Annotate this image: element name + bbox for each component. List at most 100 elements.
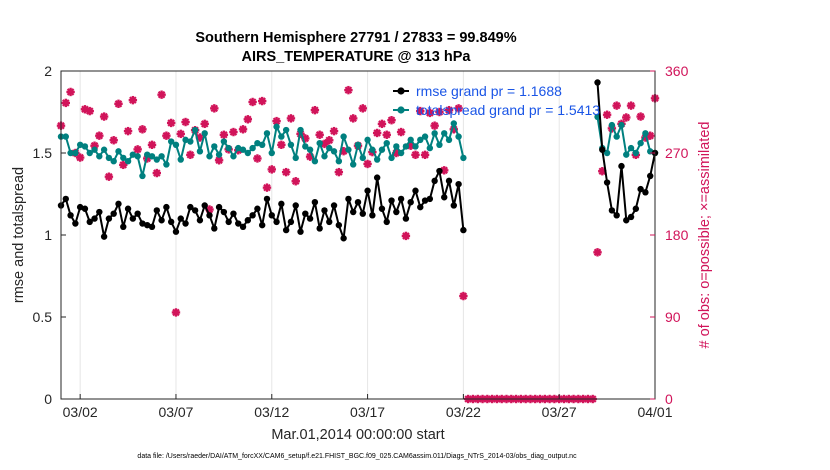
obs-point bbox=[459, 291, 468, 301]
x-tick-label: 03/07 bbox=[158, 404, 193, 420]
totalspread-point bbox=[350, 161, 357, 168]
obs-point bbox=[281, 167, 291, 177]
rmse-point bbox=[354, 199, 362, 206]
rmse-point bbox=[268, 212, 275, 219]
totalspread-point bbox=[378, 146, 386, 153]
rmse-point bbox=[632, 205, 640, 212]
totalspread-point bbox=[311, 158, 319, 165]
totalspread-point bbox=[220, 138, 228, 145]
totalspread-point bbox=[421, 133, 429, 140]
rmse-point bbox=[254, 205, 261, 212]
obs-point bbox=[262, 183, 272, 192]
obs-point bbox=[61, 98, 70, 108]
totalspread-point bbox=[115, 148, 122, 155]
totalspread-point bbox=[177, 156, 184, 163]
totalspread-point bbox=[642, 130, 649, 137]
rmse-point bbox=[321, 207, 328, 214]
rmse-point bbox=[350, 208, 357, 216]
rmse-point bbox=[369, 212, 376, 219]
totalspread-point bbox=[139, 172, 146, 180]
obs-point bbox=[200, 119, 209, 129]
totalspread-point bbox=[373, 156, 381, 163]
totalspread-point bbox=[258, 141, 266, 148]
rmse-point bbox=[91, 215, 98, 222]
totalspread-point bbox=[268, 149, 275, 157]
y-axis-label: rmse and totalspread bbox=[11, 167, 27, 303]
obs-point bbox=[181, 117, 190, 127]
rmse-point bbox=[460, 226, 467, 234]
rmse-point bbox=[230, 210, 237, 217]
totalspread-point bbox=[335, 158, 343, 165]
totalspread-point bbox=[244, 149, 252, 157]
rmse-point bbox=[417, 203, 424, 211]
rmse-point bbox=[373, 174, 381, 181]
rmse-point bbox=[623, 217, 630, 224]
rmse-point bbox=[359, 210, 366, 217]
totalspread-point bbox=[273, 123, 280, 130]
totalspread-point bbox=[450, 120, 458, 127]
rmse-point bbox=[388, 197, 395, 204]
totalspread-point bbox=[187, 138, 194, 145]
rmse-point bbox=[182, 220, 189, 227]
obs-point bbox=[99, 112, 109, 121]
rmse-point bbox=[239, 223, 247, 230]
rmse-point bbox=[72, 220, 79, 227]
totalspread-point bbox=[100, 146, 108, 153]
totalspread-point bbox=[326, 144, 333, 152]
rmse-point bbox=[235, 220, 242, 227]
obs-point bbox=[229, 127, 238, 137]
x-tick-label: 03/22 bbox=[446, 404, 481, 420]
rmse-point bbox=[105, 215, 113, 222]
legend-rmse-label: rmse grand pr = 1.1688 bbox=[416, 83, 562, 99]
totalspread-point bbox=[158, 153, 165, 160]
totalspread-point bbox=[632, 149, 640, 157]
y2-tick-label: 0 bbox=[665, 391, 673, 407]
totalspread-point bbox=[383, 139, 390, 147]
rmse-point bbox=[148, 223, 156, 230]
totalspread-point bbox=[72, 149, 79, 157]
rmse-point bbox=[177, 215, 184, 222]
obs-point bbox=[387, 116, 396, 125]
obs-point bbox=[602, 110, 612, 119]
totalspread-point bbox=[306, 146, 314, 153]
totalspread-point bbox=[608, 121, 616, 129]
obs-point bbox=[425, 108, 435, 118]
rmse-point bbox=[81, 205, 89, 212]
totalspread-point bbox=[81, 143, 89, 150]
obs-point bbox=[147, 140, 157, 149]
totalspread-point bbox=[359, 154, 366, 162]
rmse-point bbox=[211, 225, 218, 232]
chart-title: Southern Hemisphere 27791 / 27833 = 99.8… bbox=[195, 30, 516, 46]
totalspread-point bbox=[215, 151, 223, 158]
rmse-point bbox=[249, 212, 256, 219]
y2-tick-label: 180 bbox=[665, 227, 689, 243]
rmse-point bbox=[402, 215, 410, 222]
obs-point bbox=[310, 105, 320, 115]
chart-subtitle: AIRS_TEMPERATURE @ 313 hPa bbox=[241, 49, 471, 65]
obs-point bbox=[420, 150, 430, 160]
totalspread-point bbox=[412, 143, 419, 150]
y-tick-label: 2 bbox=[44, 63, 52, 79]
totalspread-point bbox=[62, 133, 69, 140]
obs-point bbox=[114, 99, 123, 108]
obs-point bbox=[401, 231, 411, 241]
obs-point bbox=[238, 125, 248, 134]
rmse-point bbox=[642, 189, 649, 196]
obs-point bbox=[622, 113, 631, 122]
obs-point bbox=[210, 104, 219, 113]
obs-point bbox=[372, 128, 382, 138]
legend-rmse-marker bbox=[397, 87, 405, 95]
obs-point bbox=[286, 114, 296, 123]
totalspread-point bbox=[211, 143, 218, 150]
totalspread-point bbox=[191, 126, 199, 134]
totalspread-point bbox=[417, 136, 424, 144]
legend-spread-label: totalspread grand pr = 1.5413 bbox=[416, 102, 600, 118]
totalspread-point bbox=[172, 141, 180, 148]
obs-point bbox=[430, 121, 439, 130]
totalspread-point bbox=[369, 146, 376, 153]
rmse-point bbox=[297, 228, 304, 235]
obs-point bbox=[636, 112, 645, 121]
totalspread-point bbox=[91, 146, 98, 153]
legend-spread-marker bbox=[397, 106, 405, 114]
